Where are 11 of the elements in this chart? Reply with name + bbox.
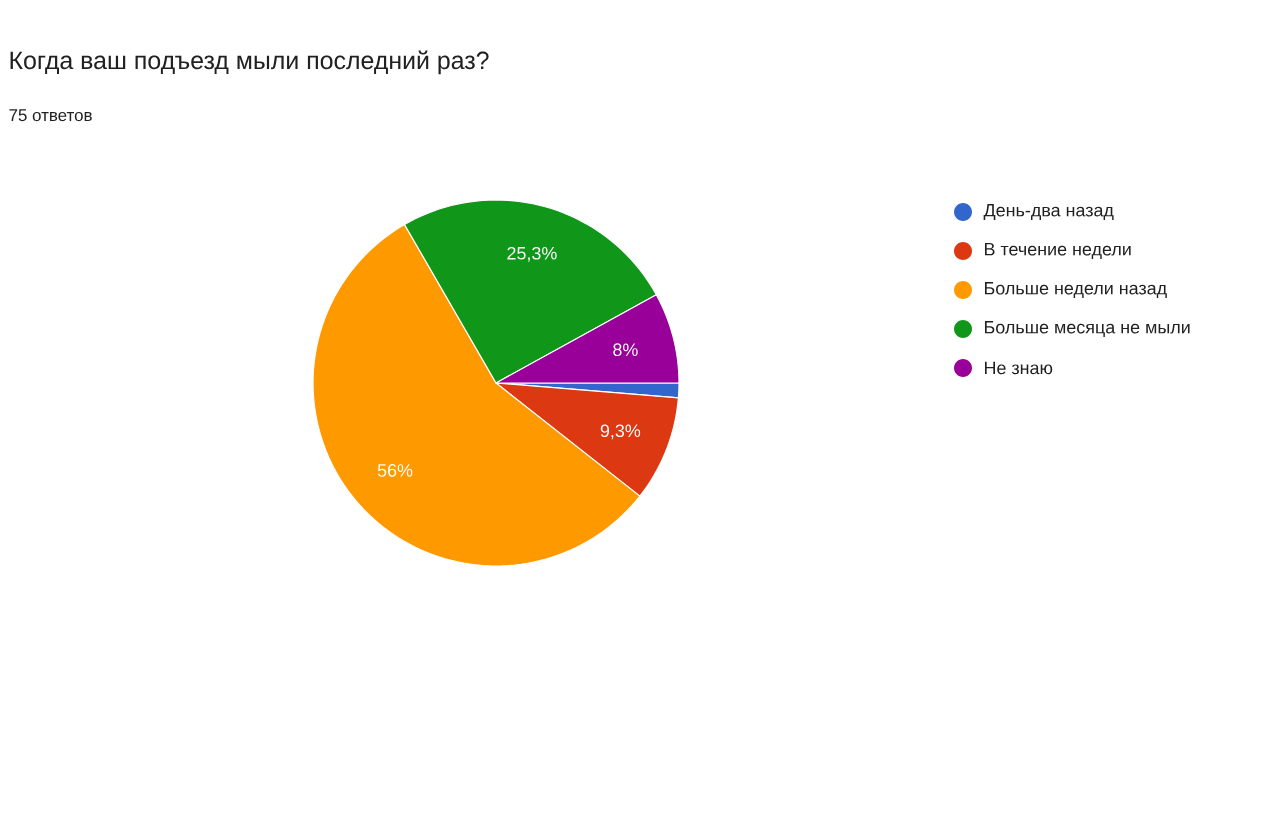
legend-label: Больше месяца не мыли (984, 321, 1190, 337)
data-label: 25,3% (507, 246, 557, 262)
data-label: 8% (613, 343, 638, 357)
chart-title: Когда ваш подъезд мыли последний раз? (10, 50, 489, 75)
legend-label: Не знаю (984, 361, 1053, 375)
legend-label: Больше недели назад (984, 282, 1167, 298)
data-label: 56% (377, 464, 413, 477)
data-label: 9,3% (600, 424, 641, 440)
legend-label: В течение недели (984, 243, 1131, 259)
text: 75 ответов (9, 109, 92, 122)
legend-label: День-два назад (983, 204, 1114, 220)
